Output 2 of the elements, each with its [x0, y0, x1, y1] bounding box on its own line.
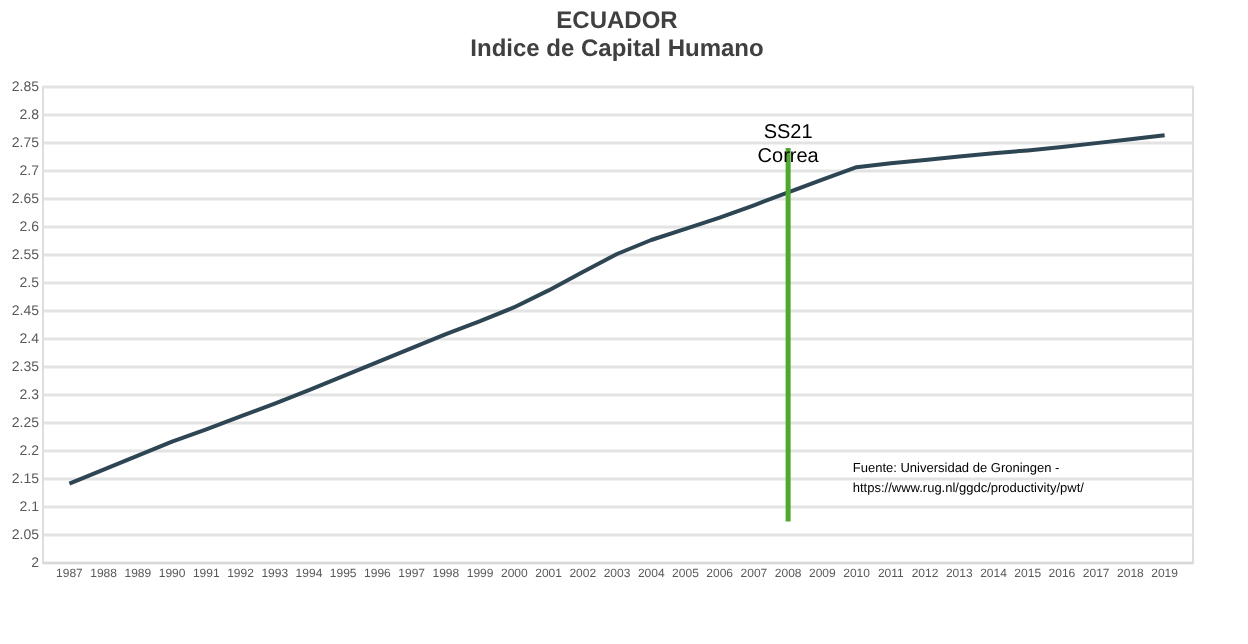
chart-subtitle: Indice de Capital Humano — [470, 34, 764, 62]
chart-title: ECUADOR — [556, 6, 679, 34]
